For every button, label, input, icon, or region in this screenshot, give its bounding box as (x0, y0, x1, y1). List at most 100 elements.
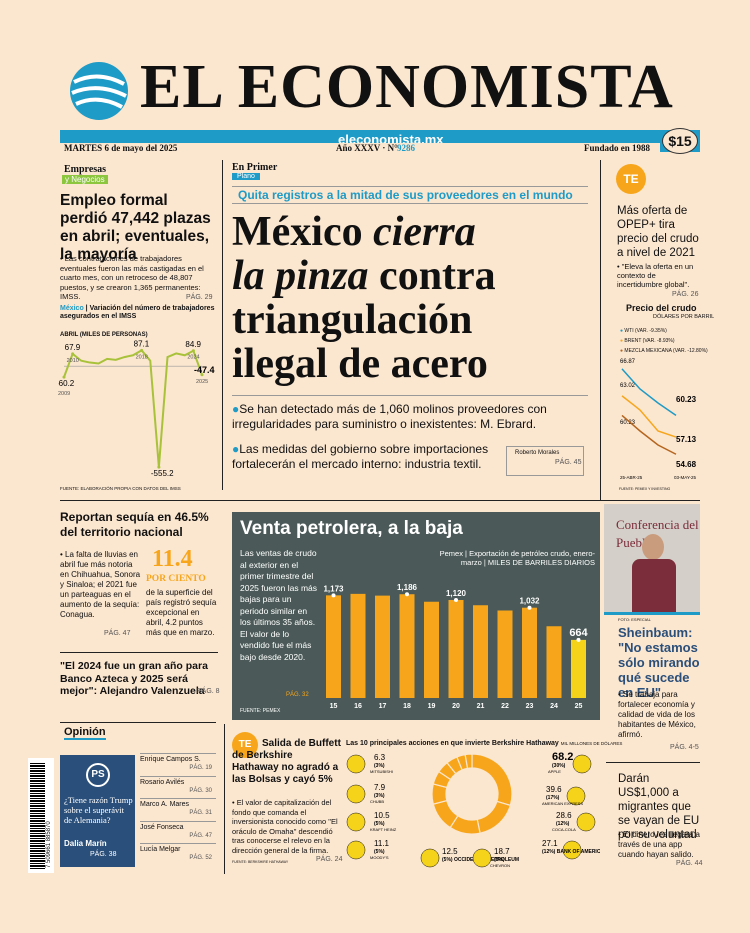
employment-page[interactable]: PÁG. 29 (186, 294, 213, 301)
issue-date: MARTES 6 de mayo del 2025 (64, 143, 178, 153)
author-name: Roberto Morales (515, 450, 560, 456)
opinion-author-name: Marco A. Mares (140, 801, 190, 808)
migrants-page[interactable]: PÁG. 44 (676, 860, 703, 867)
crude-end-2: 57.13 (676, 435, 697, 444)
opep-quote: • "Eleva la oferta en un contexto de inc… (617, 262, 694, 289)
opinion-author-row[interactable]: Rosario Avilés PÁG. 30 (140, 775, 216, 799)
donut-pct-label: (8%) (494, 857, 505, 863)
drought-stat: 11.4 (152, 546, 193, 572)
company-logo-icon (572, 754, 592, 774)
company-logo-icon (346, 754, 366, 774)
oil-bar (546, 626, 562, 698)
oil-x-label: 23 (526, 703, 534, 710)
main-page[interactable]: PÁG. 45 (555, 459, 582, 466)
crude-start-2: 63.02 (620, 383, 636, 389)
main-kicker: En Primer (232, 162, 278, 173)
legend-wti: ● WTI (VAR. -9.35%) (620, 328, 667, 334)
opinion-author-row[interactable]: José Fonseca PÁG. 47 (140, 820, 216, 844)
sheinbaum-headline[interactable]: Sheinbaum: "No estamos sólo mirando qué … (618, 625, 700, 700)
oil-value-label: 664 (569, 627, 588, 639)
donut-name-label: MOODY'S (370, 855, 389, 860)
opep-page[interactable]: PÁG. 26 (672, 291, 699, 298)
main-headline[interactable]: México cierra la pinza contra triangulac… (232, 209, 496, 387)
imss-source: FUENTE: ELABORACIÓN PROPIA CON DATOS DEL… (60, 486, 181, 491)
oil-bar (424, 601, 439, 698)
oil-x-label: 21 (477, 703, 485, 710)
divider (604, 612, 700, 615)
barcode-number: 7 509661 885870 (46, 821, 52, 868)
buffett-headline[interactable]: Salida de Buffett de Berkshire Hathaway … (232, 738, 341, 785)
sheinbaum-body: • Se trabaja para fortalecer economía y … (618, 690, 696, 739)
azteca-page[interactable]: PÁG. 8 (197, 688, 220, 695)
sheinbaum-page[interactable]: PÁG. 4-5 (670, 744, 699, 751)
oil-page[interactable]: PÁG. 32 (286, 692, 309, 698)
oil-bar-chart: 15 1,173 16 17 18 1,186 19 20 1,120 21 22 23 1,032 24… (323, 583, 588, 710)
imss-point (71, 352, 75, 356)
opinion-author-page: PÁG. 30 (189, 787, 212, 794)
opinion-author-row[interactable]: Marco A. Mares PÁG. 31 (140, 798, 216, 821)
oil-x-label: 20 (452, 703, 460, 710)
crude-chart-subtitle: DÓLARES POR BARRIL (653, 314, 715, 320)
migrants-body: • El dinero les llegará a través de una … (618, 830, 700, 859)
oil-value-label: 1,173 (323, 584, 344, 593)
donut-value-label: 27.1 (542, 839, 558, 848)
donut-name-label: CHEVRON (490, 863, 510, 868)
featured-page: PÁG. 38 (90, 851, 117, 858)
opep-headline[interactable]: Más oferta de OPEP+ tira precio del crud… (617, 205, 699, 259)
opinion-author-name: José Fonseca (140, 823, 184, 831)
crude-end-3: 54.68 (676, 460, 697, 469)
drought-headline[interactable]: Reportan sequía en 46.5% del territorio … (60, 510, 209, 539)
opinion-author-page: PÁG. 31 (189, 810, 212, 816)
oil-bar (571, 639, 586, 698)
donut-pct-label: (3%) (374, 793, 385, 799)
donut-pct-label: (12%) BANK OF AMERICA (542, 849, 600, 855)
migrants-headline[interactable]: Darán US$1,000 a migrantes que se vayan … (618, 773, 700, 841)
donut-value-label: 11.1 (374, 839, 390, 848)
crude-x-start: 25-ABR-25 (620, 475, 643, 480)
imss-value-label: 87.1 (134, 340, 150, 348)
divider (606, 762, 700, 763)
crude-end-1: 60.23 (676, 395, 697, 404)
donut-name-label: COCA-COLA (552, 827, 576, 832)
main-bullet-1: ●Se han detectado más de 1,060 molinos p… (232, 402, 547, 431)
oil-headline[interactable]: Venta petrolera, a la baja (240, 518, 463, 539)
opinion-author-name: Enrique Campos S. (140, 756, 201, 763)
opinion-author-page: PÁG. 47 (189, 832, 212, 839)
imss-point (157, 465, 161, 469)
opinion-author-row[interactable]: Enrique Campos S. PÁG. 19 (140, 753, 216, 776)
imss-value-label: 84.9 (185, 340, 201, 349)
subsection-label: y Negocios (62, 175, 108, 184)
masthead-title: EL ECONOMISTA (140, 53, 674, 121)
drought-page[interactable]: PÁG. 47 (104, 630, 131, 637)
opinion-author-row[interactable]: Lucía Melgar PÁG. 52 (140, 843, 216, 866)
donut-pct-label: (5%) (374, 821, 385, 827)
oil-body: Las ventas de crudo al exterior en el pr… (240, 548, 318, 662)
company-logo-icon (346, 812, 366, 832)
oil-x-label: 15 (330, 703, 338, 710)
oil-point (576, 637, 581, 642)
oil-bar (497, 610, 513, 698)
donut-pct-label: (3%) (374, 763, 385, 769)
opinion-author-name: Lucía Melgar (140, 846, 181, 853)
berkshire-chart-title: Las 10 principales acciones en que invie… (346, 740, 623, 747)
imss-year-label: 2025 (196, 379, 208, 385)
imss-value-label: -47.4 (194, 365, 215, 375)
oil-bar (350, 593, 366, 698)
opinion-author-name: Rosario Avilés (140, 778, 185, 786)
imss-value-label: 67.9 (65, 343, 81, 352)
divider (232, 395, 588, 396)
imss-value-label: -60.2 (58, 379, 75, 388)
buffett-page[interactable]: PÁG. 24 (316, 856, 343, 863)
donut-name-label: AMERICAN EXPRESS (542, 801, 583, 806)
crude-start-3: 60.23 (620, 420, 636, 426)
section-label: Empresas (64, 164, 107, 175)
photo-credit: FOTO: ESPECIAL (618, 617, 651, 622)
donut-pct-label: (30%) (552, 763, 566, 769)
donut-name-label: MITSUBISHI (370, 769, 393, 774)
azteca-headline[interactable]: "El 2024 fue un gran año para Banco Azte… (60, 660, 208, 697)
imss-year-label: 2009 (58, 391, 70, 397)
oil-x-label: 18 (403, 703, 411, 710)
opinion-featured[interactable]: PS ¿Tiene razón Trump sobre el superávit… (60, 755, 135, 867)
employment-headline[interactable]: Empleo formal perdió 47,442 plazas en ab… (60, 192, 211, 263)
donut-value-label: 18.7 (494, 847, 510, 856)
